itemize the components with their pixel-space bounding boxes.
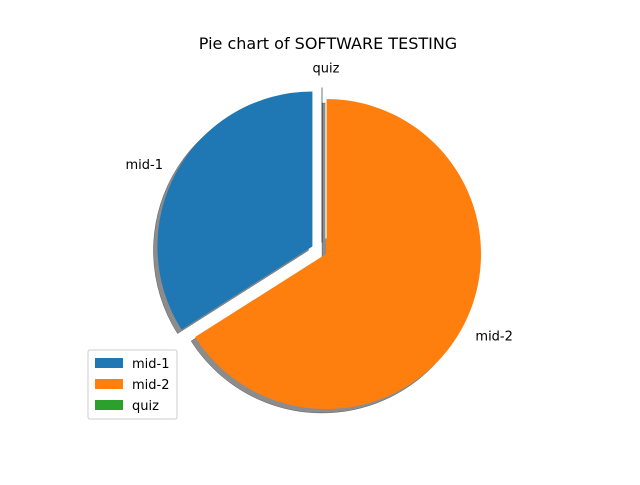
pie-slices xyxy=(157,83,482,409)
legend-label-mid-2: mid-2 xyxy=(132,378,170,393)
slice-label-mid-2: mid-2 xyxy=(475,330,513,345)
slice-label-mid-1: mid-1 xyxy=(126,158,164,173)
legend-swatch-quiz xyxy=(95,400,123,410)
pie-slice-mid-2 xyxy=(195,98,482,409)
slice-label-quiz: quiz xyxy=(313,62,340,77)
legend-swatch-mid-2 xyxy=(95,379,123,389)
legend: mid-1 mid-2 quiz xyxy=(87,349,178,420)
chart-title: Pie chart of SOFTWARE TESTING xyxy=(199,34,457,53)
slice-labels: mid-1 mid-2 quiz xyxy=(126,62,513,345)
legend-label-quiz: quiz xyxy=(132,399,159,414)
legend-label-mid-1: mid-1 xyxy=(132,357,170,372)
legend-swatch-mid-1 xyxy=(95,358,123,368)
pie-slice-mid-1 xyxy=(157,91,313,330)
